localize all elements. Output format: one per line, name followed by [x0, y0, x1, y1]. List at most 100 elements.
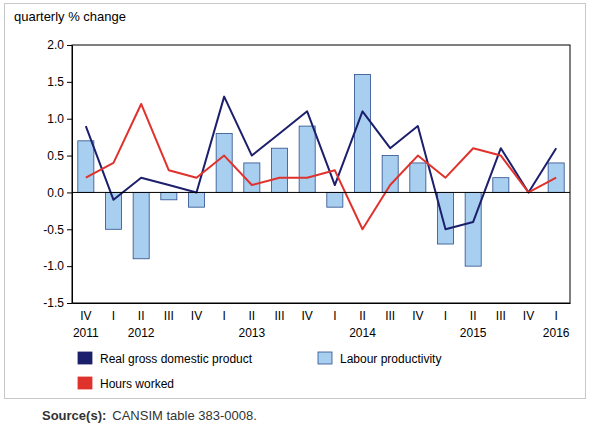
tick-mark — [67, 45, 72, 46]
plot-marks — [78, 74, 564, 266]
axis-line — [73, 303, 571, 304]
tick-label: I — [222, 309, 225, 323]
tick-label: I — [554, 309, 557, 323]
tick-label: I — [112, 309, 115, 323]
source-label: Source(s): — [42, 408, 106, 423]
legend-label: Hours worked — [100, 377, 174, 391]
tick: I — [333, 309, 336, 323]
tick-label: 1.0 — [47, 112, 64, 126]
year-label: 2016 — [543, 326, 570, 340]
tick-mark — [67, 156, 72, 157]
tick: IV — [412, 309, 423, 323]
line — [86, 97, 556, 230]
source-text: CANSIM table 383-0008. — [112, 408, 257, 423]
legend: Real gross domestic product Labour produc… — [78, 352, 441, 391]
tick: 1.0 — [47, 112, 72, 126]
tick-label: II — [470, 309, 477, 323]
tick: 1.5 — [47, 75, 72, 89]
source: Source(s): CANSIM table 383-0008. — [42, 408, 257, 423]
tick-mark — [67, 229, 72, 230]
tick-label: IV — [523, 309, 534, 323]
bar — [493, 178, 509, 193]
legend-swatch — [78, 377, 92, 389]
tick-label: II — [248, 309, 255, 323]
bar — [78, 141, 94, 193]
tick: IV — [80, 309, 91, 323]
bar — [188, 192, 204, 207]
tick-mark — [67, 266, 72, 267]
tick: IV — [301, 309, 312, 323]
tick: III — [496, 309, 506, 323]
tick: IV — [523, 309, 534, 323]
bar — [354, 74, 370, 192]
tick: III — [164, 309, 174, 323]
year-label: 2015 — [460, 326, 487, 340]
tick-mark — [67, 82, 72, 83]
x-axis: IVIIIIIIIVIIIIIIIVIIIIIIIVIIIIIIIVI — [73, 304, 571, 323]
tick: II — [248, 309, 255, 323]
plot-frame — [72, 45, 570, 303]
bar — [437, 192, 453, 244]
tick: -1.0 — [43, 259, 72, 273]
year-label: 2014 — [349, 326, 376, 340]
tick-label: III — [496, 309, 506, 323]
tick: I — [222, 309, 225, 323]
year-label: 2011 — [73, 326, 99, 340]
chart: quarterly % change -1.5 -1.0 -0.5 0.0 0.5 1.0 1… — [0, 0, 590, 435]
chart-frame — [5, 4, 586, 399]
bar — [133, 192, 149, 258]
tick-mark — [67, 303, 72, 304]
bar — [410, 163, 426, 192]
tick-label: IV — [191, 309, 202, 323]
bar — [271, 148, 287, 192]
tick-mark — [67, 192, 72, 193]
tick: IV — [191, 309, 202, 323]
tick: -1.5 — [43, 296, 72, 310]
bar — [299, 126, 315, 192]
legend-item: Labour productivity — [318, 352, 441, 366]
tick-label: III — [274, 309, 284, 323]
tick-label: -1.0 — [43, 259, 64, 273]
tick-label: III — [385, 309, 395, 323]
legend-swatch — [318, 352, 332, 364]
bar — [465, 192, 481, 266]
year-labels: 2011 2012 2013 2014 2015 2016 — [73, 326, 570, 340]
tick-label: IV — [301, 309, 312, 323]
bar-series — [78, 74, 564, 266]
year-label: 2012 — [128, 326, 155, 340]
legend-item: Real gross domestic product — [78, 352, 253, 366]
tick-label: 1.5 — [47, 75, 64, 89]
tick-mark — [67, 119, 72, 120]
tick-label: IV — [412, 309, 423, 323]
y-axis-title: quarterly % change — [14, 9, 126, 24]
legend-item: Hours worked — [78, 377, 174, 391]
bar — [327, 192, 343, 207]
tick-label: 0.5 — [47, 149, 64, 163]
tick: -0.5 — [43, 223, 72, 237]
tick: II — [138, 309, 145, 323]
tick-label: -0.5 — [43, 223, 64, 237]
tick-label: I — [444, 309, 447, 323]
zero-line — [72, 192, 570, 193]
tick-label: II — [359, 309, 366, 323]
legend-label: Real gross domestic product — [100, 352, 253, 366]
line — [86, 104, 556, 229]
tick-label: III — [164, 309, 174, 323]
tick-label: IV — [80, 309, 91, 323]
bar — [161, 192, 177, 199]
tick: III — [274, 309, 284, 323]
tick-label: I — [333, 309, 336, 323]
tick-label: 0.0 — [47, 186, 64, 200]
tick: I — [112, 309, 115, 323]
tick-label: II — [138, 309, 145, 323]
tick: II — [470, 309, 477, 323]
tick: III — [385, 309, 395, 323]
tick: 0.0 — [47, 186, 72, 200]
tick-label: 2.0 — [47, 38, 64, 52]
tick: 2.0 — [47, 38, 72, 52]
year-label: 2013 — [238, 326, 265, 340]
tick: II — [359, 309, 366, 323]
legend-label: Labour productivity — [340, 352, 441, 366]
tick: 0.5 — [47, 149, 72, 163]
tick: I — [554, 309, 557, 323]
